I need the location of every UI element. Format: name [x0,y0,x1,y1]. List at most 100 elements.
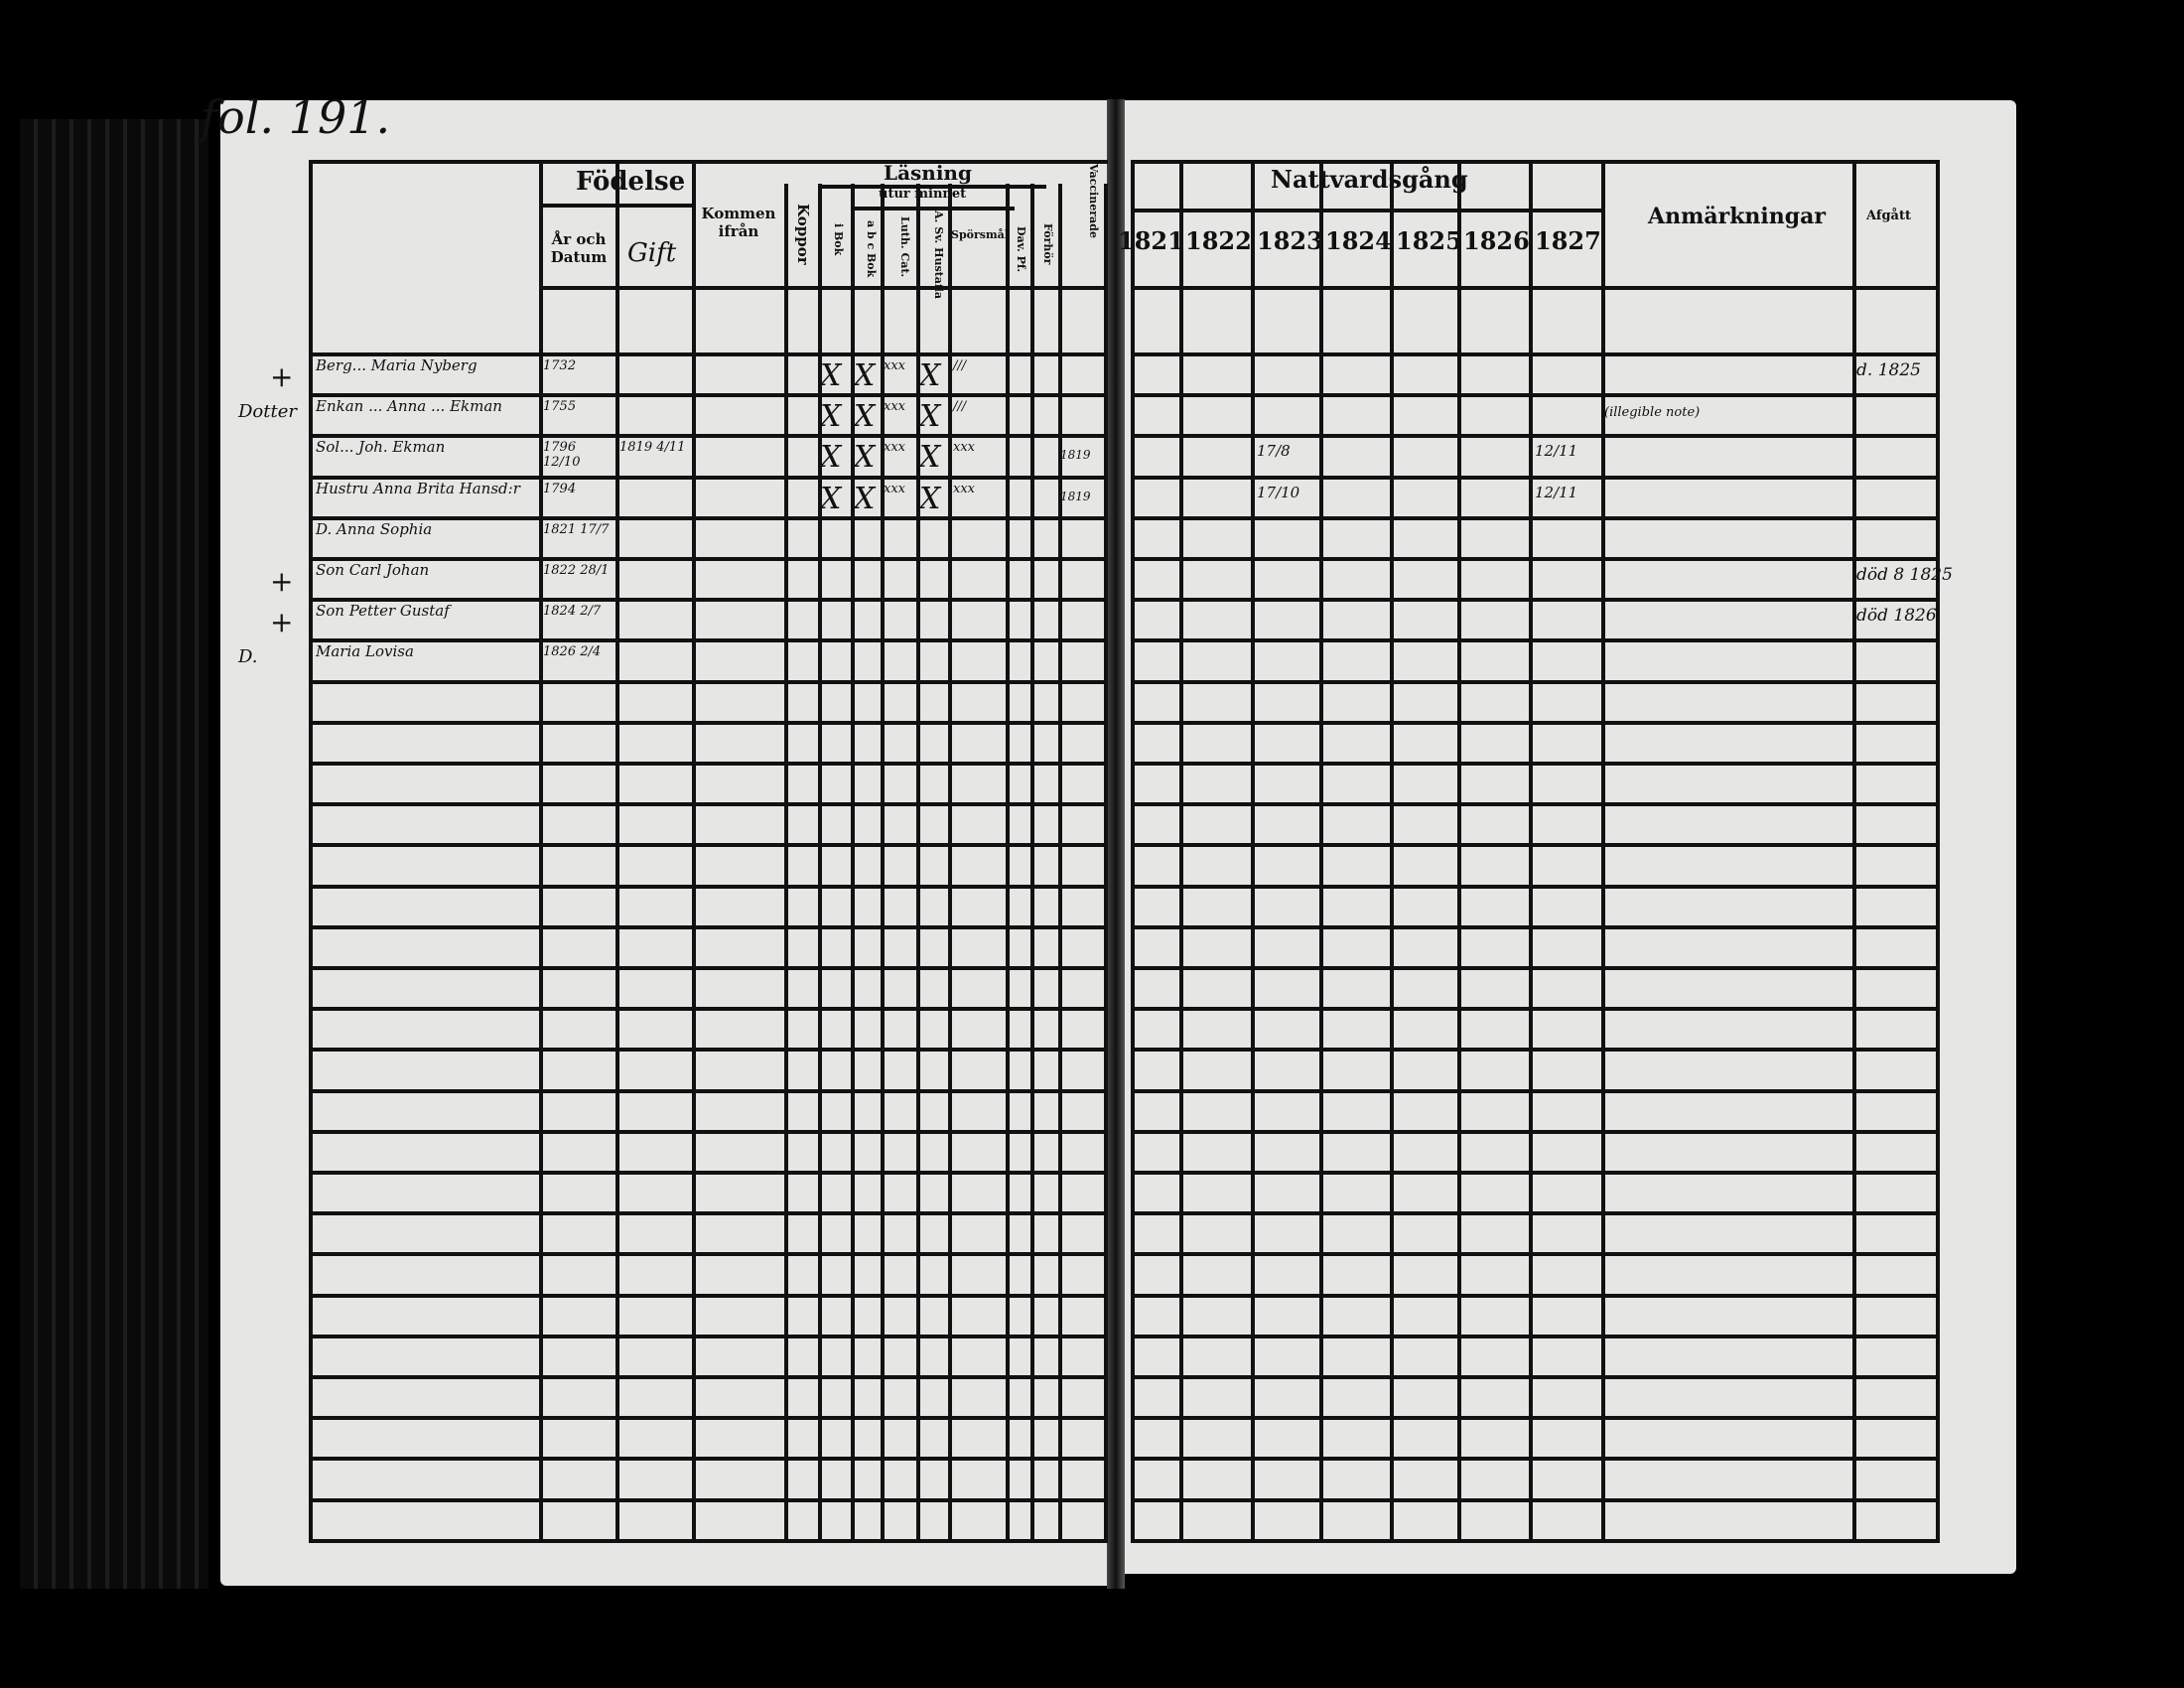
row-rule [309,966,1108,970]
row-rule [309,1252,1108,1257]
header-birth-date: År och Datum [550,230,608,266]
header-in-book: i Bok [832,223,845,256]
right-page [1125,100,2016,1574]
entry-reading-mark: xxx [884,481,905,496]
header-column-rule [1030,184,1034,286]
header-smallpox: Koppor [794,204,812,265]
entry-birth: 1821 17/7 [543,521,610,537]
entry-reading-mark: X [919,481,941,516]
entry-reading-mark: X [820,440,842,476]
row-rule [1131,802,1940,807]
row-rule [1131,475,1940,480]
entry-birth: 1732 [543,358,577,373]
header-married: Gift [627,238,677,268]
folio-number: fol. 191. [201,90,391,144]
entry-reading-mark: xxx [953,481,975,496]
entry-birth: 1796 12/10 [543,440,581,471]
entry-birth: 1826 2/4 [543,644,602,660]
row-rule [309,762,1108,766]
row-rule [309,924,1108,929]
row-rule [309,638,1108,643]
row-rule [1131,762,1940,766]
header-examination: Förhör [1041,223,1054,265]
row-rule [309,598,1108,603]
reading-subheader-rule [818,185,1046,189]
header-column-rule [851,184,855,286]
row-rule [1131,966,1940,970]
column-rule [539,286,543,1539]
column-rule [1006,286,1010,1539]
row-rule [309,1457,1108,1462]
column-rule [784,286,788,1539]
entry-name: Sol... Joh. Ekman [316,438,446,457]
header-remarks: Anmärkningar [1648,204,1827,229]
entry-name: Berg... Maria Nyberg [316,356,478,374]
column-rule [1852,160,1856,1539]
row-rule [309,1088,1108,1093]
row-rule [1131,1416,1940,1421]
column-rule [1390,160,1394,1539]
entry-birth: 1822 28/1 [543,563,610,578]
header-house-table: A. Sv. Hustafla [932,211,945,299]
row-rule [309,1048,1108,1053]
header-column-rule [692,164,696,286]
entry-name: Hustru Anna Brita Hansd:r [316,479,520,497]
entry-mark: + [270,606,294,639]
row-rule [1131,515,1940,520]
entry-remark: (illegible note) [1604,405,1701,421]
header-dav-pf: Dav. Pf. [1015,226,1027,273]
header-bottom-rule [539,286,1108,290]
column-rule [1529,160,1533,1539]
row-rule [1131,598,1940,603]
entry-reading-mark: X [820,399,842,435]
row-rule [309,1007,1108,1012]
header-year-1823: 1823 [1257,226,1323,255]
year-row-rule [1131,209,1601,212]
row-rule [309,679,1108,684]
entry-reading-mark: X [919,358,941,393]
header-year-1825: 1825 [1396,226,1462,255]
header-column-rule [916,184,920,286]
row-rule [1131,352,1940,356]
row-rule [309,1129,1108,1134]
row-rule [1131,1048,1940,1053]
row-rule [1131,1375,1940,1379]
row-rule [1131,638,1940,643]
header-year-1824: 1824 [1325,226,1392,255]
table-top-rule [309,160,1108,164]
header-year-1827: 1827 [1535,226,1601,255]
row-rule [309,475,1108,480]
birth-subheader-rule [539,204,692,208]
header-came-from: Kommen ifrån [701,205,776,240]
header-year-1821: 1821 [1118,226,1184,255]
entry-reading-mark: X [854,481,876,516]
header-column-rule [1058,184,1062,286]
entry-communion-1827: 12/11 [1535,442,1578,461]
row-rule [309,557,1108,561]
row-rule [1131,1129,1940,1134]
column-rule [948,286,952,1539]
row-rule [309,515,1108,520]
entry-name: D. Anna Sophia [316,519,433,538]
table-top-rule [1131,160,1940,164]
entry-departed: d. 1825 [1856,360,1921,380]
row-rule [309,884,1108,889]
entry-communion-1823: 17/10 [1257,483,1300,501]
entry-communion-1827: 12/11 [1535,483,1578,501]
entry-mark: Dotter [238,401,297,423]
entry-mark: + [270,565,294,598]
header-departed: Afgått [1866,209,1911,223]
row-rule [1131,557,1940,561]
entry-mark: D. [238,646,258,668]
row-rule [309,1293,1108,1298]
row-rule [1131,1293,1940,1298]
header-column-rule [539,164,543,286]
book-edge [20,119,208,1589]
column-rule [1457,160,1461,1539]
row-rule [1131,1171,1940,1175]
entry-examination: 1819 [1060,448,1091,463]
row-rule [309,1416,1108,1421]
header-column-rule [1006,184,1010,286]
column-rule [851,286,855,1539]
